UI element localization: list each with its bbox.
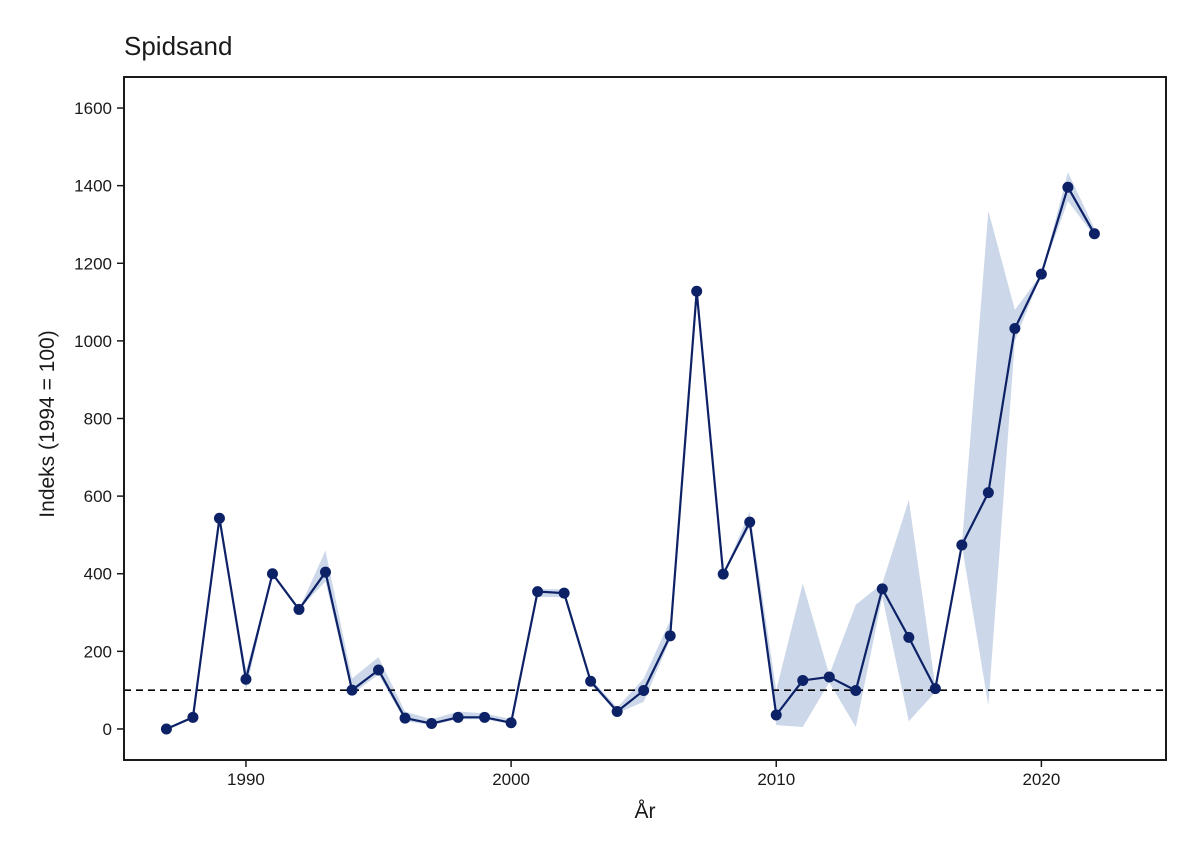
data-point-2012 [823, 671, 835, 683]
series-line-0 [165, 186, 1096, 730]
data-point-2019 [1009, 322, 1021, 334]
data-point-2014 [876, 583, 888, 595]
data-point-2007 [691, 285, 703, 297]
data-point-2013 [850, 685, 862, 697]
y-tick-label-1400: 1400 [74, 177, 112, 196]
data-point-1997 [426, 718, 438, 730]
data-point-1998 [452, 711, 464, 723]
x-tick-label-2010: 2010 [757, 770, 795, 789]
y-axis-title: Indeks (1994 = 100) [36, 330, 59, 517]
data-point-2008 [717, 568, 729, 580]
x-tick-label-1990: 1990 [227, 770, 265, 789]
confidence-band-0 [166, 172, 1095, 729]
y-tick-label-400: 400 [84, 565, 112, 584]
data-point-1996 [399, 712, 411, 724]
data-point-1999 [479, 711, 491, 723]
data-point-2010 [770, 709, 782, 721]
data-point-2016 [929, 683, 941, 695]
y-tick-label-800: 800 [84, 410, 112, 429]
data-point-1993 [320, 566, 332, 578]
data-point-1987 [160, 723, 172, 735]
y-tick-label-1200: 1200 [74, 254, 112, 273]
y-axis: 0 200 400 600 800 1000 1200 1400 1600 [74, 99, 124, 739]
data-point-1995 [373, 664, 385, 676]
x-tick-label-2020: 2020 [1022, 770, 1060, 789]
data-point-2001 [532, 586, 544, 598]
data-point-1989 [213, 512, 225, 524]
y-tick-label-200: 200 [84, 642, 112, 661]
data-point-1991 [266, 568, 278, 580]
data-point-2005 [638, 685, 650, 697]
data-point-2003 [585, 675, 597, 687]
data-point-1988 [187, 711, 199, 723]
data-point-2004 [611, 705, 623, 717]
chart-title: Spidsand [124, 31, 232, 61]
x-axis-title: År [635, 800, 656, 823]
y-tick-label-1600: 1600 [74, 99, 112, 118]
data-point-2018 [982, 487, 994, 499]
data-point-2015 [903, 631, 915, 643]
data-point-2020 [1035, 268, 1047, 280]
plot-frame [123, 76, 1167, 761]
y-tick-label-1000: 1000 [74, 332, 112, 351]
data-point-1994 [346, 684, 358, 696]
confidence-band-layer [166, 172, 1095, 729]
x-axis: 1990 2000 2010 2020 [227, 760, 1060, 789]
data-point-2017 [956, 539, 968, 551]
y-tick-label-0: 0 [103, 720, 112, 739]
data-point-2009 [744, 516, 756, 528]
data-point-2006 [664, 630, 676, 642]
data-point-2000 [505, 717, 517, 729]
series-layer [160, 181, 1100, 735]
x-tick-label-2000: 2000 [492, 770, 530, 789]
y-tick-label-600: 600 [84, 487, 112, 506]
data-point-2022 [1088, 228, 1100, 240]
data-point-1992 [293, 603, 305, 615]
data-point-2002 [558, 587, 570, 599]
data-point-2021 [1062, 181, 1074, 193]
data-point-1990 [240, 673, 252, 685]
data-point-2011 [797, 674, 809, 686]
